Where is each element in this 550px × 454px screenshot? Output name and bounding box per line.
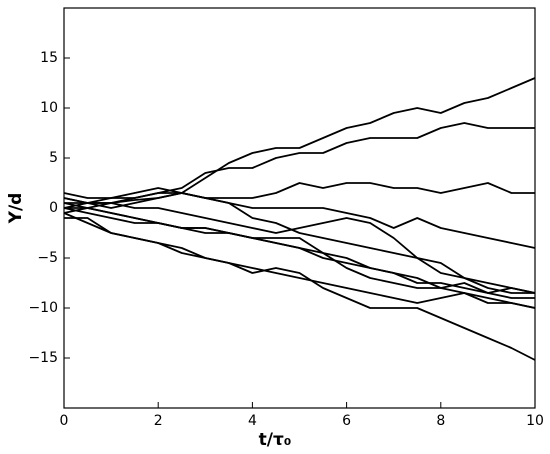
y-tick-label: 15 (40, 50, 58, 66)
x-tick-label: 8 (436, 413, 445, 429)
x-tick-label: 6 (342, 413, 351, 429)
y-axis-label: Y/d (6, 193, 26, 225)
y-tick-label: −15 (28, 350, 58, 366)
x-axis-label: t/τ₀ (259, 430, 292, 450)
y-tick-label: −5 (37, 250, 58, 266)
trajectory-line (63, 192, 536, 294)
x-tick-label: 10 (526, 413, 544, 429)
trajectory-line (63, 122, 535, 204)
trajectory-line (64, 207, 536, 294)
trajectory-line (63, 207, 536, 309)
trajectory-line (63, 187, 536, 249)
trajectory-line (63, 77, 536, 209)
x-tick-label: 2 (154, 413, 163, 429)
trajectory-line (63, 212, 536, 361)
y-tick-label: −10 (28, 300, 58, 316)
x-tick-label: 0 (60, 413, 69, 429)
y-tick-label: 0 (49, 200, 58, 216)
trajectory-line (63, 202, 535, 299)
y-tick-label: 10 (40, 100, 58, 116)
trajectory-line (64, 217, 536, 309)
trajectory-line (63, 197, 535, 294)
trajectory-line (64, 182, 535, 209)
x-tick-label: 4 (248, 413, 257, 429)
y-tick-label: 5 (49, 150, 58, 166)
